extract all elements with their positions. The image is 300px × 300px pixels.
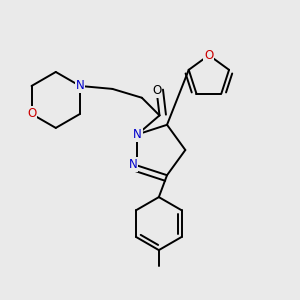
Text: N: N <box>76 80 84 92</box>
Text: N: N <box>129 158 137 171</box>
Text: O: O <box>204 49 214 62</box>
Text: O: O <box>27 107 36 120</box>
Text: N: N <box>133 128 142 141</box>
Text: O: O <box>152 84 161 97</box>
